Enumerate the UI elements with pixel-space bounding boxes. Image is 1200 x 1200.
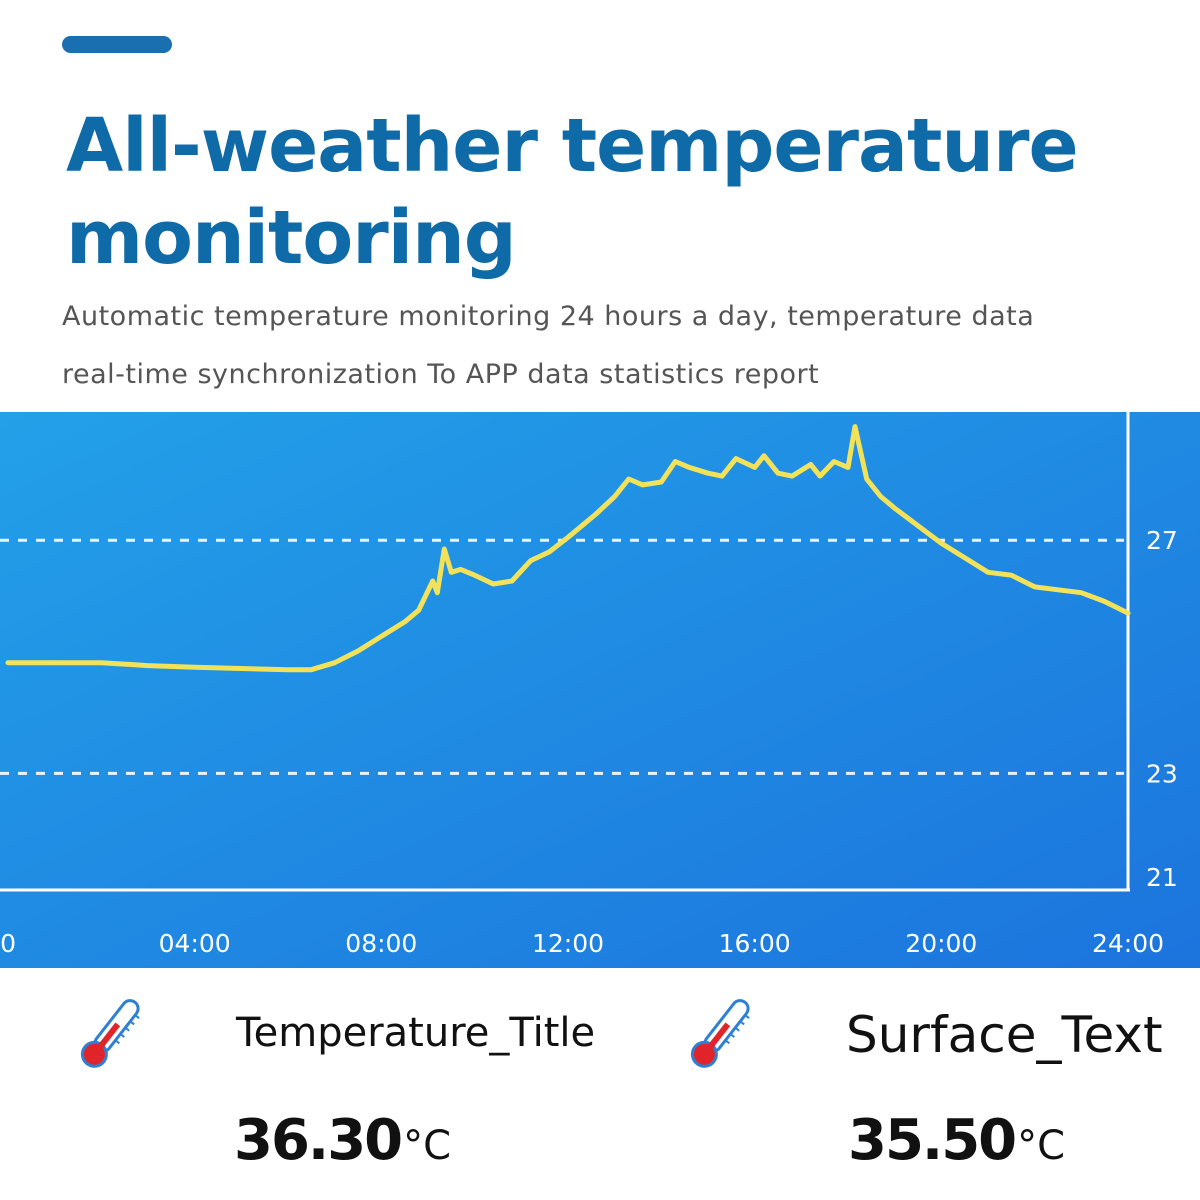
chart-background (0, 412, 1200, 968)
temperature-number: 36.30 (234, 1108, 403, 1173)
temperature-chart: 21 23 27 0:00 04:00 08:00 12:00 16:00 20:00 24:00 (0, 412, 1200, 968)
thermometer-icon (690, 999, 750, 1068)
temperature-unit: °C (403, 1123, 452, 1169)
surface-unit: °C (1017, 1123, 1066, 1169)
temperature-value: 36.30°C (234, 1108, 451, 1173)
thermometer-icon (80, 999, 140, 1068)
subtitle-line-2: real-time synchronization To APP data st… (62, 359, 820, 390)
y-tick-label: 27 (1146, 526, 1178, 555)
surface-number: 35.50 (848, 1108, 1017, 1173)
page-title: All-weather temperature monitoring (66, 100, 1166, 284)
title-line-2: monitoring (66, 195, 517, 281)
temperature-label: Temperature_Title (236, 1010, 596, 1056)
x-tick-label: 20:00 (905, 929, 977, 958)
accent-bar (62, 36, 172, 53)
subtitle-line-1: Automatic temperature monitoring 24 hour… (62, 301, 1035, 332)
surface-label: Surface_Text (846, 1006, 1163, 1064)
y-tick-label: 21 (1146, 863, 1178, 892)
x-tick-label: 24:00 (1092, 929, 1164, 958)
readings-panel: Temperature_Title 36.30°C Surface_Text 3… (0, 970, 1200, 1200)
series-line (5, 424, 1131, 673)
surface-value: 35.50°C (848, 1108, 1065, 1173)
subtitle: Automatic temperature monitoring 24 hour… (62, 288, 1162, 404)
title-line-1: All-weather temperature (66, 103, 1079, 189)
x-tick-label: 08:00 (345, 929, 417, 958)
x-tick-label: 12:00 (532, 929, 604, 958)
x-tick-label: 04:00 (159, 929, 231, 958)
x-tick-label: 16:00 (719, 929, 791, 958)
x-tick-label: 0:00 (0, 929, 16, 958)
y-tick-label: 23 (1146, 759, 1178, 788)
